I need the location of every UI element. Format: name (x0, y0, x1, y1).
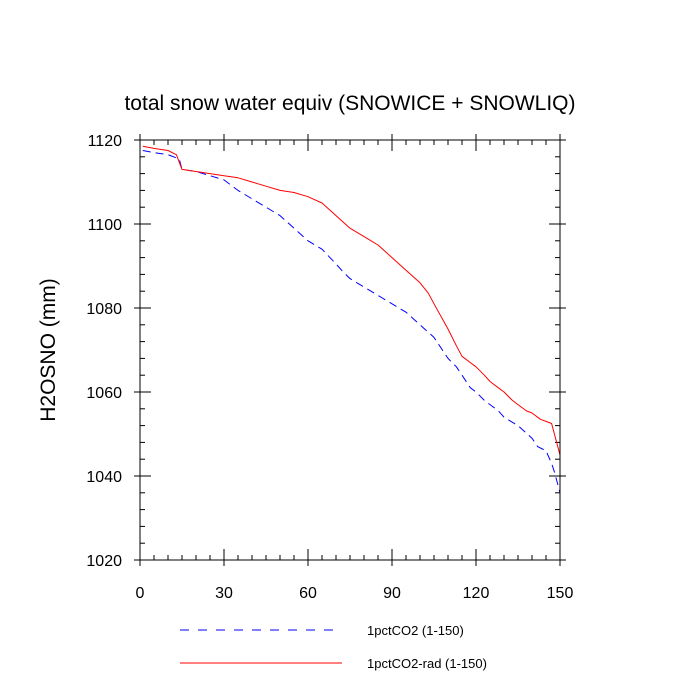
minor-ticks (139, 139, 561, 561)
major-ticks (134, 134, 566, 566)
x-tick-label: 0 (136, 585, 145, 602)
y-tick-label: 1060 (86, 385, 122, 402)
legend-label-2: 1pctCO2-rad (1-150) (367, 656, 487, 671)
y-tick-label: 1120 (88, 133, 123, 150)
x-tick-label: 60 (299, 585, 317, 602)
x-tick-label: 120 (463, 585, 490, 602)
y-tick-label: 1020 (86, 553, 122, 570)
series-line-1 (142, 150, 561, 493)
legend-label-1: 1pctCO2 (1-150) (367, 623, 464, 638)
x-tick-label: 90 (383, 585, 401, 602)
x-tick-label: 150 (547, 585, 574, 602)
y-tick-label: 1080 (86, 301, 122, 318)
tick-labels: 0 30 60 90 120 150 1020 1040 1060 1080 1100 1120 (86, 133, 573, 602)
y-tick-label: 1040 (86, 469, 122, 486)
x-tick-label: 30 (215, 585, 233, 602)
plot-frame (139, 139, 561, 561)
y-axis-label: H2OSNO (mm) (37, 278, 60, 422)
chart-title: total snow water equiv (SNOWICE + SNOWLI… (124, 92, 575, 115)
series-line-2 (142, 145, 561, 456)
y-tick-label: 1100 (88, 217, 123, 234)
legend: 1pctCO2 (1-150) 1pctCO2-rad (1-150) (180, 623, 487, 671)
series-lines (142, 145, 561, 493)
